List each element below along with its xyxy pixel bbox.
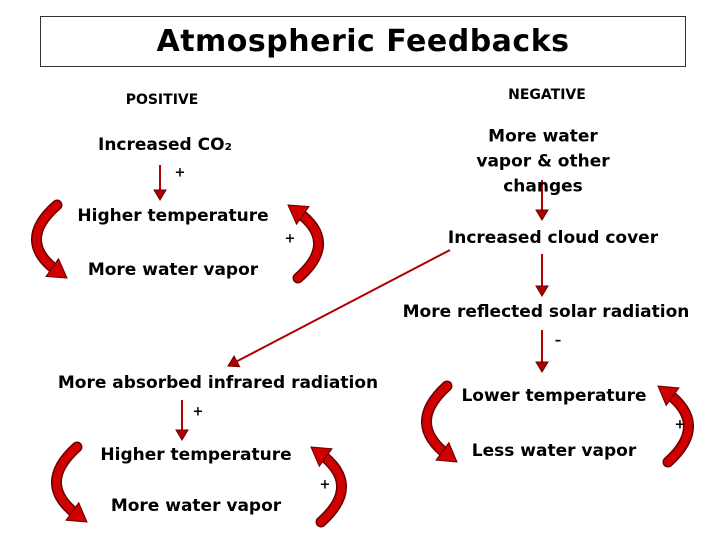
- label: More reflected solar radiation: [402, 302, 690, 322]
- arrow-head: [310, 446, 333, 468]
- arrow-head: [175, 429, 189, 441]
- label: Lower temperature: [461, 386, 647, 406]
- heading: NEGATIVE: [508, 87, 586, 103]
- label: More absorbed infrared radiation: [57, 373, 379, 393]
- label: Less water vapor: [471, 441, 637, 461]
- loop-arrow: [32, 201, 63, 277]
- arrow-head: [45, 257, 68, 279]
- arrow-head: [435, 441, 458, 463]
- arrow-head: [65, 501, 88, 523]
- label: Higher temperature: [77, 206, 269, 226]
- heading: POSITIVE: [125, 92, 199, 108]
- arrow-head: [153, 189, 167, 201]
- sign: +: [319, 477, 331, 493]
- loop-arrow: [422, 382, 453, 461]
- label: More water vapor & other changes: [476, 126, 610, 197]
- arrow-head: [535, 209, 549, 221]
- sign: +: [192, 404, 204, 420]
- arrow: [234, 249, 451, 364]
- sign: +: [284, 231, 296, 247]
- arrow-head: [657, 385, 680, 407]
- arrow-head: [227, 355, 241, 368]
- loop-arrow: [52, 443, 83, 521]
- label: Increased CO₂: [98, 135, 232, 155]
- loop-arrow: [662, 387, 693, 466]
- sign: –: [554, 333, 562, 349]
- sign: +: [174, 165, 186, 181]
- title: Atmospheric Feedbacks: [40, 16, 686, 67]
- label: More water vapor: [87, 260, 259, 280]
- label: Increased cloud cover: [447, 228, 659, 248]
- arrow-head: [287, 204, 310, 226]
- loop-arrow: [315, 448, 346, 526]
- label: More water vapor: [110, 496, 282, 516]
- arrow-head: [535, 285, 549, 297]
- arrow-head: [535, 361, 549, 373]
- sign: +: [674, 417, 686, 433]
- label: Higher temperature: [100, 445, 292, 465]
- loop-arrow: [292, 206, 323, 282]
